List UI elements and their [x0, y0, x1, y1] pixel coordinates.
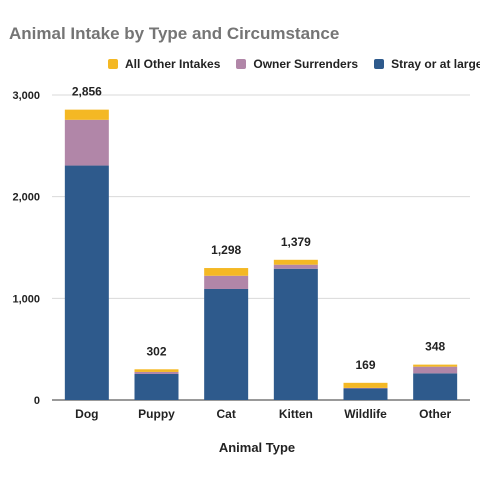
x-category-label: Other [419, 407, 451, 421]
bar-segment[interactable] [64, 119, 109, 166]
x-axis-categories: Dog Puppy Cat Kitten Wildlife Other [75, 407, 451, 421]
bar-segment[interactable] [134, 373, 179, 400]
legend-label-owner-surrenders: Owner Surrenders [253, 57, 359, 71]
legend-swatch-all-other [108, 59, 118, 69]
x-category-label: Kitten [279, 407, 313, 421]
total-label: 1,298 [211, 243, 241, 257]
bar-segment[interactable] [134, 369, 179, 372]
total-labels: 2,856 302 1,298 1,379 169 348 [72, 85, 446, 372]
total-label: 1,379 [281, 235, 311, 249]
bar-segment[interactable] [64, 165, 109, 400]
bar-segment[interactable] [273, 264, 318, 269]
legend-swatch-stray [374, 59, 385, 69]
bar-segment[interactable] [273, 268, 318, 400]
total-label: 348 [425, 340, 445, 354]
bar-segment[interactable] [343, 387, 388, 389]
bar-segment[interactable] [413, 366, 458, 374]
y-tick-label: 0 [34, 395, 40, 407]
bars [64, 109, 458, 400]
legend: All Other Intakes Owner Surrenders Stray… [108, 57, 480, 71]
legend-item-stray[interactable]: Stray or at large [374, 57, 480, 71]
bar-segment[interactable] [343, 388, 388, 400]
y-axis-ticks: 0 1,000 2,000 3,000 [12, 90, 40, 407]
legend-item-all-other[interactable]: All Other Intakes [108, 57, 220, 71]
bar-segment[interactable] [134, 371, 179, 374]
x-category-label: Puppy [138, 407, 175, 421]
bar-segment[interactable] [413, 364, 458, 367]
legend-item-owner-surrenders[interactable]: Owner Surrenders [236, 57, 358, 71]
bar-segment[interactable] [273, 259, 318, 265]
bar-segment[interactable] [204, 288, 249, 400]
legend-swatch-owner-surrenders [236, 59, 247, 69]
y-tick-label: 1,000 [12, 293, 40, 305]
x-category-label: Wildlife [344, 407, 387, 421]
y-tick-label: 3,000 [12, 90, 40, 102]
x-axis-title: Animal Type [219, 440, 295, 455]
x-category-label: Dog [75, 407, 98, 421]
y-tick-label: 2,000 [12, 192, 40, 204]
total-label: 2,856 [72, 85, 102, 99]
total-label: 169 [355, 358, 375, 372]
legend-label-stray: Stray or at large [391, 57, 480, 71]
x-category-label: Cat [216, 407, 235, 421]
gridlines [52, 94, 470, 401]
bar-segment[interactable] [413, 373, 458, 400]
bar-segment[interactable] [64, 109, 109, 120]
bar-segment[interactable] [204, 275, 249, 289]
legend-label-all-other: All Other Intakes [125, 57, 221, 71]
bar-segment[interactable] [343, 382, 388, 388]
chart-title: Animal Intake by Type and Circumstance [9, 24, 340, 43]
bar-segment[interactable] [204, 268, 249, 276]
total-label: 302 [146, 344, 166, 358]
